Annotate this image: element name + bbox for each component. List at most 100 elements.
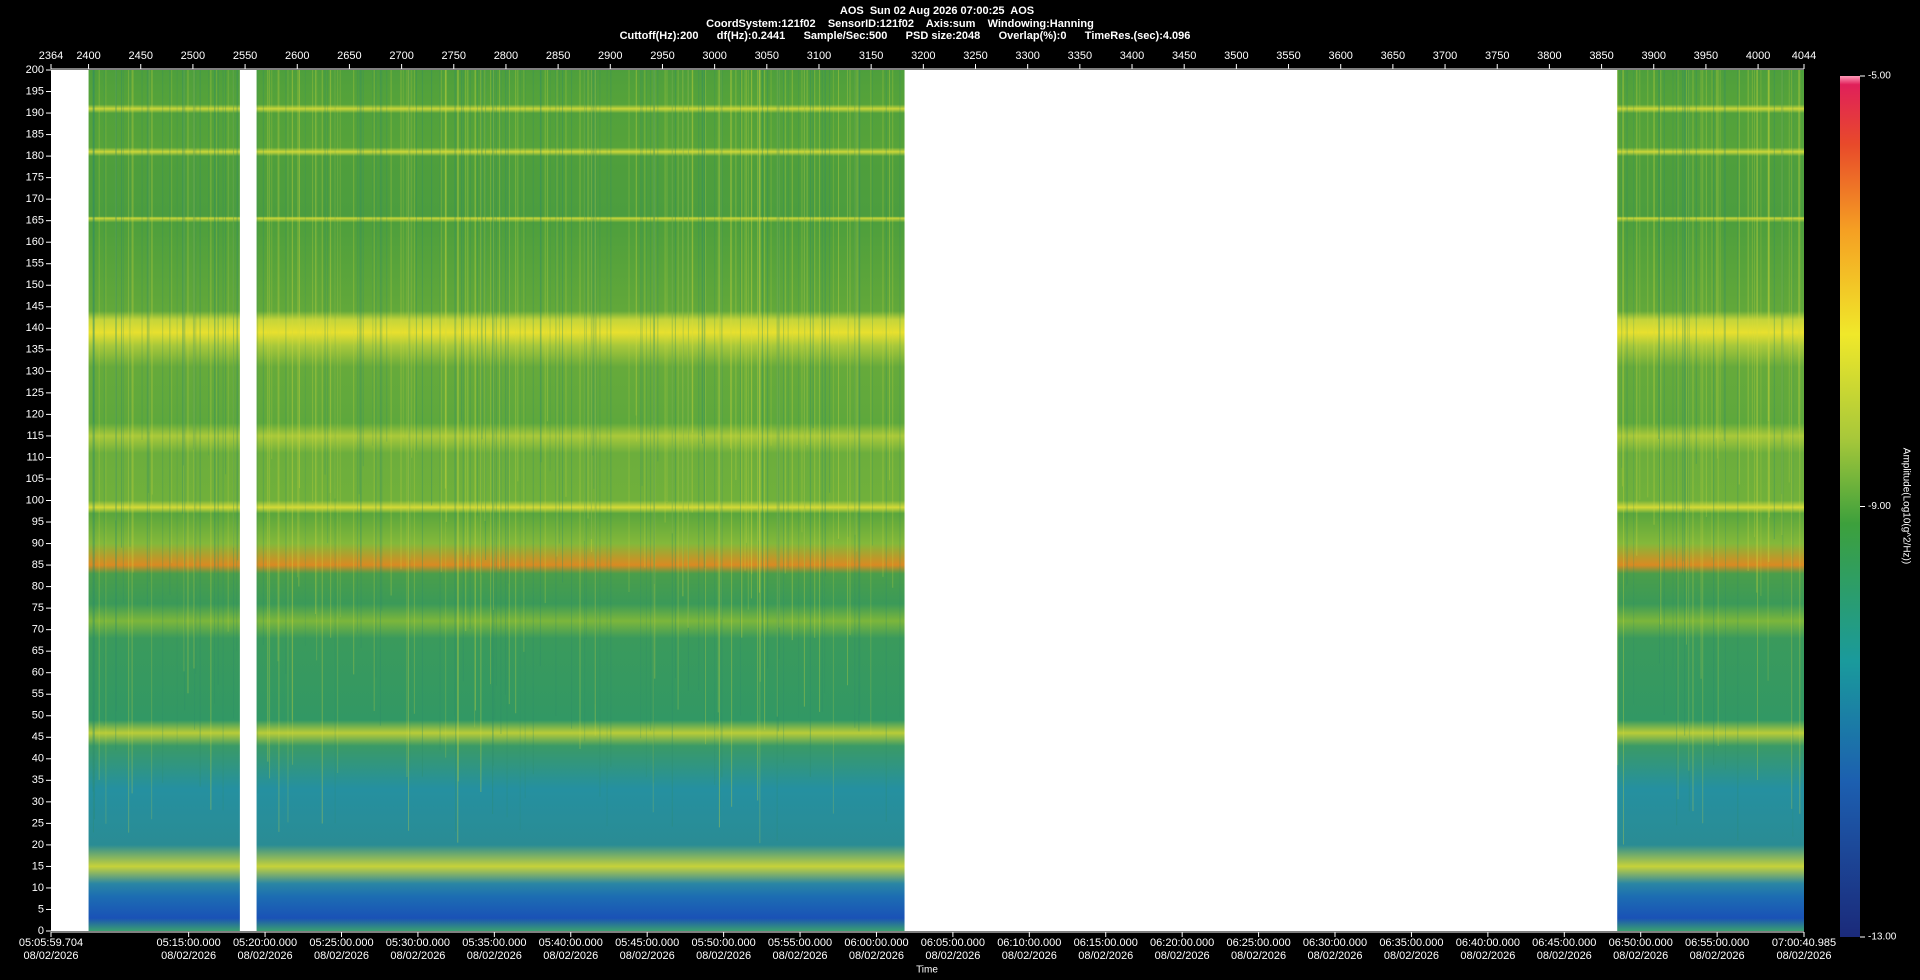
x-tick-label: 3350 [1068,50,1092,62]
time-tick-label: 05:15:00.000 [157,937,221,949]
x-tick-label: 3650 [1381,50,1405,62]
spectrogram-segment [1617,70,1804,931]
time-tick-label: 05:55:00.000 [768,937,832,949]
date-tick-label: 08/02/2026 [1231,950,1286,962]
y-tick-label: 120 [26,408,44,420]
date-tick-label: 08/02/2026 [925,950,980,962]
x-tick-label: 3950 [1694,50,1718,62]
texture [92,70,239,833]
y-tick-label: 175 [26,172,44,184]
date-tick-label: 08/02/2026 [314,950,369,962]
x-tick-label: 2950 [650,50,674,62]
x-tick-label: 2800 [494,50,518,62]
date-tick-label: 08/02/2026 [1537,950,1592,962]
date-tick-label: 08/02/2026 [1307,950,1362,962]
time-tick-label: 06:40:00.000 [1456,937,1520,949]
date-tick-label: 08/02/2026 [161,950,216,962]
time-tick-label: 07:00:40.985 [1772,937,1836,949]
x-tick-label: 3200 [911,50,935,62]
y-tick-label: 55 [32,688,44,700]
x-tick-label: 3900 [1642,50,1666,62]
x-tick-label: 3250 [963,50,987,62]
date-tick-label: 08/02/2026 [1384,950,1439,962]
x-tick-label: 2750 [442,50,466,62]
x-tick-label: 3000 [702,50,726,62]
time-tick-label: 05:20:00.000 [233,937,297,949]
plot [88,70,1804,931]
y-tick-label: 145 [26,301,44,313]
y-tick-label: 185 [26,128,44,140]
x-tick-label: 3450 [1172,50,1196,62]
y-tick-label: 160 [26,236,44,248]
texture [257,70,901,844]
y-tick-label: 15 [32,860,44,872]
y-tick-label: 5 [38,903,44,915]
y-tick-label: 0 [38,925,44,937]
y-tick-label: 125 [26,387,44,399]
x-tick-label: 2850 [546,50,570,62]
y-tick-label: 25 [32,817,44,829]
x-tick-label: 3400 [1120,50,1144,62]
time-tick-label: 06:10:00.000 [997,937,1061,949]
x-tick-label: 3850 [1589,50,1613,62]
date-tick-label: 08/02/2026 [1613,950,1668,962]
y-tick-label: 85 [32,559,44,571]
date-tick-label: 08/02/2026 [849,950,904,962]
time-tick-label: 06:55:00.000 [1685,937,1749,949]
y-tick-label: 90 [32,537,44,549]
x-tick-label: 3150 [859,50,883,62]
y-tick-label: 190 [26,107,44,119]
time-tick-label: 05:45:00.000 [615,937,679,949]
x-tick-label: 2650 [337,50,361,62]
y-tick-label: 80 [32,581,44,593]
x-tick-label: 2700 [389,50,413,62]
x-tick-label: 3050 [755,50,779,62]
time-tick-label: 05:40:00.000 [539,937,603,949]
x-tick-label: 3800 [1537,50,1561,62]
y-tick-label: 110 [26,451,44,463]
colorbar-tick-label: -9.00 [1868,501,1891,512]
colorbar-title: Amplitude(Log10(g^2/Hz)) [1900,448,1911,564]
y-tick-label: 130 [26,365,44,377]
date-tick-label: 08/02/2026 [620,950,675,962]
x-tick-label: 3100 [807,50,831,62]
x-tick-label: 3500 [1224,50,1248,62]
time-tick-label: 06:25:00.000 [1226,937,1290,949]
x-tick-label: 2900 [598,50,622,62]
time-tick-label: 06:20:00.000 [1150,937,1214,949]
y-tick-label: 75 [32,602,44,614]
colorbar [1840,76,1860,937]
y-tick-label: 105 [26,473,44,485]
y-tick-label: 35 [32,774,44,786]
y-tick-label: 165 [26,215,44,227]
time-tick-label: 06:35:00.000 [1379,937,1443,949]
y-tick-label: 20 [32,839,44,851]
spectrogram-segment [88,70,240,931]
x-tick-label: 2364 [39,50,63,62]
date-tick-label: 08/02/2026 [390,950,445,962]
y-tick-label: 195 [26,85,44,97]
time-tick-label: 06:15:00.000 [1074,937,1138,949]
colorbar-tick-label: -13.00 [1868,932,1897,943]
time-tick-label: 06:50:00.000 [1609,937,1673,949]
y-tick-label: 45 [32,731,44,743]
x-axis-title: Time [916,965,938,976]
date-tick-label: 08/02/2026 [1155,950,1210,962]
y-tick-label: 135 [26,344,44,356]
y-tick-label: 60 [32,667,44,679]
x-tick-label: 2400 [76,50,100,62]
date-tick-label: 08/02/2026 [1690,950,1745,962]
spectrogram-segment [256,70,905,931]
x-tick-label: 2500 [181,50,205,62]
time-tick-label: 05:30:00.000 [386,937,450,949]
y-tick-label: 40 [32,753,44,765]
x-tick-label: 2600 [285,50,309,62]
x-tick-label: 3700 [1433,50,1457,62]
x-tick-label: 4044 [1792,50,1816,62]
y-tick-label: 150 [26,279,44,291]
y-tick-label: 70 [32,624,44,636]
date-tick-label: 08/02/2026 [1078,950,1133,962]
y-tick-label: 170 [26,193,44,205]
